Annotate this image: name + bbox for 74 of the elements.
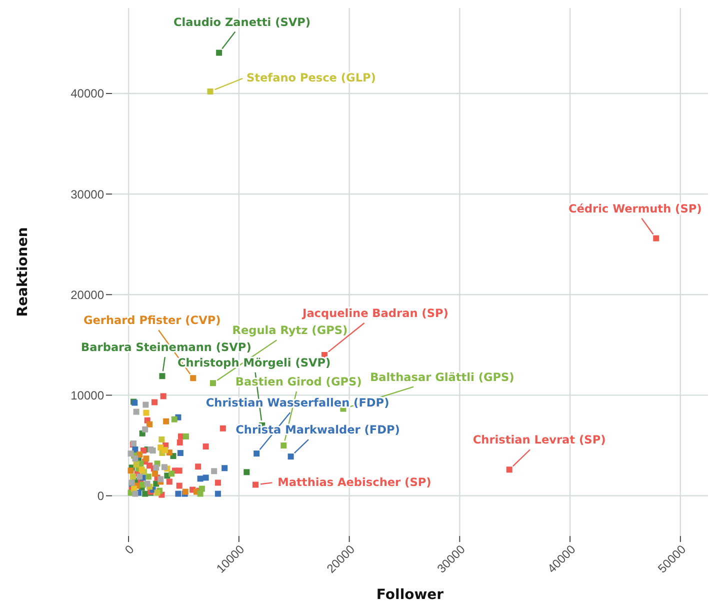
point: [211, 468, 218, 474]
annotation: Matthias Aebischer (SP): [278, 476, 432, 489]
point: [506, 466, 512, 473]
point: [198, 486, 205, 492]
point: [202, 443, 209, 450]
point: [158, 436, 165, 442]
point: [142, 426, 148, 432]
y-tick-label: 10000: [70, 388, 104, 402]
point: [158, 476, 164, 482]
point: [168, 470, 175, 477]
annotation: Regula Rytz (GPS): [232, 324, 348, 338]
annotation: Christian Levrat (SP): [472, 434, 606, 447]
y-tick-label: 0: [97, 489, 104, 504]
point: [143, 456, 150, 462]
annotation: Gerhard Pfister (CVP): [83, 314, 221, 328]
point: [146, 421, 153, 428]
point: [175, 490, 182, 497]
point: [152, 470, 158, 477]
point: [244, 469, 250, 476]
point: [176, 482, 182, 489]
point: [136, 474, 143, 480]
x-tick-label: 0: [122, 542, 137, 557]
point: [195, 464, 202, 470]
y-axis-title: Reaktionen: [14, 227, 31, 317]
point: [166, 478, 172, 485]
point: [143, 410, 150, 416]
point: [142, 490, 148, 497]
point: [133, 462, 140, 468]
point: [161, 464, 168, 470]
point: [197, 490, 204, 497]
point: [653, 235, 660, 242]
annotation: Balthasar Glättli (GPS): [370, 370, 514, 384]
point: [216, 50, 222, 56]
point: [128, 468, 134, 474]
point: [153, 464, 160, 471]
point: [151, 399, 158, 406]
point: [160, 393, 166, 400]
x-axis-title: Follower: [376, 587, 444, 603]
point: [171, 416, 178, 422]
point: [142, 402, 149, 408]
annotation: Stefano Pesce (GLP): [246, 72, 376, 85]
point: [131, 486, 138, 492]
point: [138, 466, 145, 473]
annotation: Claudio Zanetti (SVP): [174, 16, 311, 29]
y-tick-label: 20000: [70, 288, 104, 302]
point: [144, 480, 150, 487]
point: [162, 447, 168, 454]
point: [214, 490, 221, 497]
annotation: Cédric Wermuth (SP): [568, 202, 702, 216]
point: [207, 88, 214, 94]
point: [132, 490, 138, 497]
y-tick-label: 30000: [70, 187, 104, 202]
point: [280, 442, 287, 448]
point: [176, 439, 183, 446]
point: [214, 480, 221, 486]
point: [130, 474, 136, 480]
point: [222, 465, 228, 472]
point: [288, 454, 294, 460]
point: [177, 450, 184, 456]
annotation: Jacqueline Badran (SP): [301, 307, 448, 320]
point: [197, 476, 204, 482]
point: [128, 450, 134, 457]
point: [145, 474, 152, 480]
point: [182, 433, 189, 440]
point: [159, 373, 166, 380]
point: [163, 418, 170, 424]
point: [252, 482, 258, 488]
point: [202, 474, 209, 481]
point: [210, 380, 216, 386]
point: [133, 408, 140, 415]
point: [220, 425, 226, 432]
point: [254, 450, 260, 457]
point: [190, 375, 196, 382]
y-tick-label: 40000: [70, 86, 104, 101]
